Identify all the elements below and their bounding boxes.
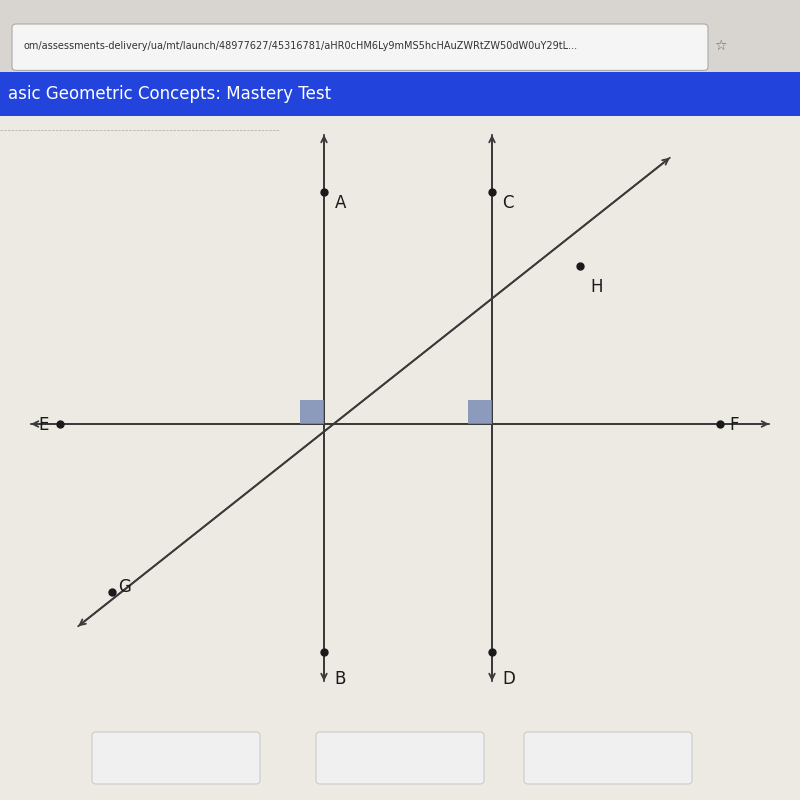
Text: H: H bbox=[590, 278, 603, 296]
Text: asic Geometric Concepts: Mastery Test: asic Geometric Concepts: Mastery Test bbox=[8, 85, 331, 103]
Bar bbox=[0, 0, 800, 76]
Text: ☆: ☆ bbox=[714, 38, 726, 53]
FancyBboxPatch shape bbox=[12, 24, 708, 70]
Text: E: E bbox=[38, 416, 49, 434]
FancyBboxPatch shape bbox=[524, 732, 692, 784]
Bar bbox=[0, 72, 800, 116]
Bar bbox=[468, 400, 492, 424]
FancyBboxPatch shape bbox=[316, 732, 484, 784]
Text: G: G bbox=[118, 578, 131, 595]
Text: F: F bbox=[730, 416, 739, 434]
Text: A: A bbox=[334, 194, 346, 212]
Text: C: C bbox=[502, 194, 514, 212]
Text: B: B bbox=[334, 670, 346, 688]
Text: om/assessments-delivery/ua/mt/launch/48977627/45316781/aHR0cHM6Ly9mMS5hcHAuZWRtZ: om/assessments-delivery/ua/mt/launch/489… bbox=[24, 41, 578, 50]
FancyBboxPatch shape bbox=[92, 732, 260, 784]
Text: D: D bbox=[502, 670, 515, 688]
Bar bbox=[300, 400, 324, 424]
